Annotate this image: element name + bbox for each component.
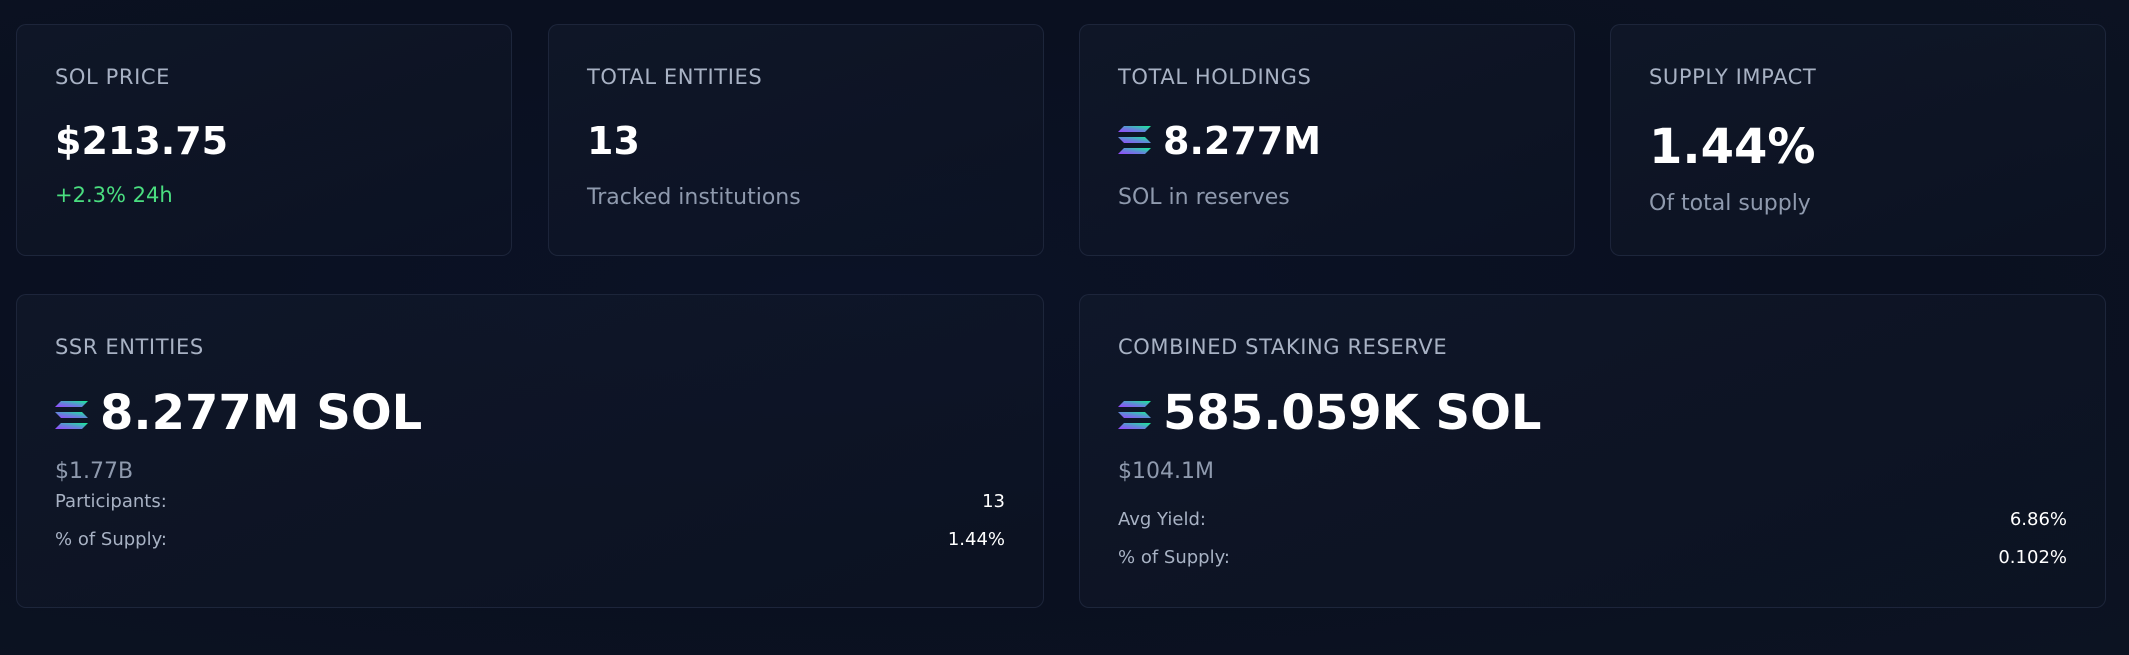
combined-staking-reserve-usd: $104.1M bbox=[1118, 459, 1214, 484]
ssr-entities-label: SSR ENTITIES bbox=[55, 335, 204, 359]
solana-logo-icon bbox=[1118, 385, 1151, 441]
ssr-entities-value: 8.277M SOL bbox=[55, 385, 422, 441]
ssr-supply-key: % of Supply: bbox=[55, 529, 167, 550]
ssr-supply-value: 1.44% bbox=[947, 529, 1005, 550]
solana-logo-icon bbox=[55, 385, 88, 441]
total-holdings-label: TOTAL HOLDINGS bbox=[1118, 65, 1312, 89]
total-holdings-sub: SOL in reserves bbox=[1118, 185, 1290, 210]
combined-staking-reserve-amount: 585.059K SOL bbox=[1163, 385, 1542, 441]
total-entities-card: TOTAL ENTITIES 13 Tracked institutions bbox=[548, 24, 1044, 256]
total-holdings-value: 8.277M bbox=[1118, 119, 1321, 163]
combined-staking-reserve-label: COMBINED STAKING RESERVE bbox=[1118, 335, 1448, 359]
ssr-participants-row: Participants: 13 bbox=[55, 491, 1005, 512]
staking-supply-key: % of Supply: bbox=[1118, 547, 1230, 568]
ssr-supply-row: % of Supply: 1.44% bbox=[55, 529, 1005, 550]
supply-impact-value: 1.44% bbox=[1649, 119, 1816, 175]
staking-avg-yield-row: Avg Yield: 6.86% bbox=[1118, 509, 2067, 530]
staking-avg-yield-key: Avg Yield: bbox=[1118, 509, 1206, 530]
ssr-entities-card: SSR ENTITIES 8.277M SOL $1.77B Participa… bbox=[16, 294, 1044, 608]
sol-price-card: SOL PRICE $213.75 +2.3% 24h bbox=[16, 24, 512, 256]
combined-staking-reserve-card: COMBINED STAKING RESERVE 585.059K SOL $1… bbox=[1079, 294, 2106, 608]
ssr-participants-value: 13 bbox=[982, 491, 1005, 512]
ssr-entities-usd: $1.77B bbox=[55, 459, 134, 484]
total-holdings-amount: 8.277M bbox=[1163, 119, 1322, 163]
supply-impact-label: SUPPLY IMPACT bbox=[1649, 65, 1817, 89]
solana-logo-icon bbox=[1118, 119, 1151, 163]
sol-price-value: $213.75 bbox=[55, 119, 228, 163]
total-entities-sub: Tracked institutions bbox=[587, 185, 801, 210]
sol-price-label: SOL PRICE bbox=[55, 65, 171, 89]
sol-price-amount: $213.75 bbox=[55, 119, 229, 163]
staking-avg-yield-value: 6.86% bbox=[2009, 509, 2067, 530]
supply-impact-card: SUPPLY IMPACT 1.44% Of total supply bbox=[1610, 24, 2106, 256]
sol-price-change: +2.3% 24h bbox=[55, 183, 173, 207]
supply-impact-amount: 1.44% bbox=[1649, 119, 1816, 175]
ssr-participants-key: Participants: bbox=[55, 491, 167, 512]
staking-supply-row: % of Supply: 0.102% bbox=[1118, 547, 2067, 568]
ssr-entities-amount: 8.277M SOL bbox=[100, 385, 423, 441]
staking-supply-value: 0.102% bbox=[1998, 547, 2067, 568]
total-entities-value: 13 bbox=[587, 119, 640, 163]
total-entities-amount: 13 bbox=[587, 119, 640, 163]
supply-impact-sub: Of total supply bbox=[1649, 191, 1811, 216]
total-entities-label: TOTAL ENTITIES bbox=[587, 65, 763, 89]
combined-staking-reserve-value: 585.059K SOL bbox=[1118, 385, 1542, 441]
total-holdings-card: TOTAL HOLDINGS 8.277M SOL in reserves bbox=[1079, 24, 1575, 256]
